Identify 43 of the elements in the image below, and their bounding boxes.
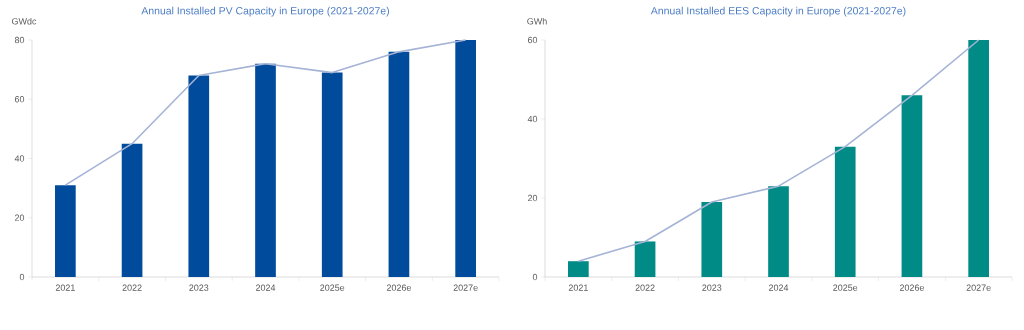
chart-title: Annual Installed PV Capacity in Europe (2021-2027e) <box>141 6 389 17</box>
bar <box>388 51 410 277</box>
y-tick-label: 40 <box>14 155 25 162</box>
y-tick-label: 0 <box>532 273 538 281</box>
x-tick-label: 2027e <box>966 284 991 291</box>
y-axis-title: GWh <box>527 17 547 25</box>
y-tick-label: 60 <box>14 96 25 103</box>
x-tick-label: 2022 <box>122 284 142 291</box>
y-tick-label: 40 <box>527 115 538 123</box>
bar <box>968 40 989 277</box>
bar <box>701 201 723 277</box>
bar <box>55 185 76 277</box>
bar <box>634 241 656 277</box>
line-series <box>577 39 980 262</box>
x-tick-label: 2024 <box>255 284 276 291</box>
bar <box>901 95 923 277</box>
x-tick-label: 2021 <box>568 284 588 291</box>
bar <box>188 75 210 277</box>
bar <box>568 261 589 277</box>
bar <box>834 146 856 277</box>
bar <box>255 63 276 277</box>
bar <box>455 40 476 277</box>
y-tick-label: 20 <box>14 214 25 221</box>
x-tick-label: 2027e <box>453 284 478 291</box>
x-tick-label: 2022 <box>635 284 655 291</box>
y-tick-label: 20 <box>527 194 538 202</box>
x-tick-label: 2023 <box>189 284 209 291</box>
x-tick-label: 2026e <box>899 284 924 291</box>
x-tick-label: 2024 <box>768 284 789 291</box>
x-tick-label: 2025e <box>320 284 345 291</box>
bar <box>121 143 143 277</box>
x-tick-label: 2026e <box>386 284 411 291</box>
y-tick-label: 80 <box>14 36 25 44</box>
y-tick-label: 60 <box>527 36 538 44</box>
line-series <box>64 39 467 186</box>
chart-title: Annual Installed EES Capacity in Europe (2021-2027e) <box>650 6 906 17</box>
bar <box>768 186 789 277</box>
x-tick-label: 2021 <box>55 284 75 291</box>
x-tick-label: 2025e <box>833 284 858 291</box>
x-tick-label: 2023 <box>702 284 722 291</box>
y-tick-label: 0 <box>19 273 25 281</box>
bar <box>321 72 343 277</box>
y-axis-title: GWdc <box>12 17 37 25</box>
